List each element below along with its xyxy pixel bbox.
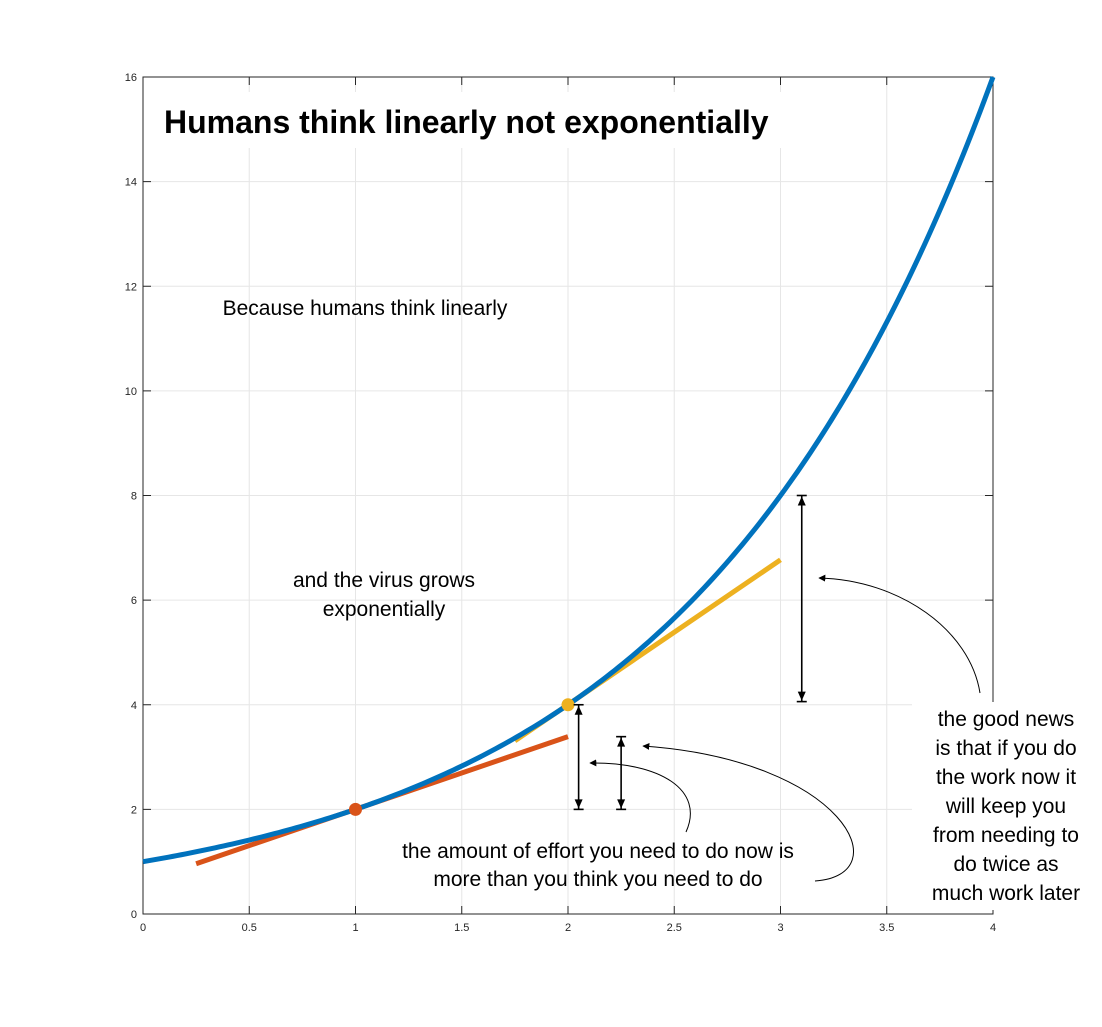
gap-arrow-head xyxy=(574,705,583,715)
annotation-virus-line2: exponentially xyxy=(323,598,446,621)
x-tick-labels: 0 0.5 1 1.5 2 2.5 3 3.5 4 xyxy=(140,922,996,934)
y-tick-label: 16 xyxy=(125,72,137,84)
gap-arrow-head xyxy=(617,737,626,747)
x-tick-label: 2 xyxy=(565,922,571,934)
y-tick-label: 14 xyxy=(125,177,137,189)
gap-arrow-head xyxy=(617,799,626,809)
gap-arrow xyxy=(796,494,807,703)
effort-pointer-arrow-2 xyxy=(642,742,854,882)
gap-arrow xyxy=(616,735,627,811)
good-news-pointer-arrow xyxy=(818,574,981,694)
gap-arrow-head xyxy=(574,799,583,809)
y-tick-label: 2 xyxy=(131,804,137,816)
y-tick-labels: 0 2 4 6 8 10 12 14 16 xyxy=(125,72,137,921)
axis-ticks xyxy=(142,76,994,915)
x-tick-label: 1 xyxy=(352,922,358,934)
gap-arrows-group xyxy=(573,494,807,811)
grid xyxy=(142,76,994,915)
annotation-virus-line1: and the virus grows xyxy=(293,569,475,592)
annotation-good-news-line: much work later xyxy=(932,882,1080,905)
annotation-good-news-line: the good news xyxy=(938,708,1075,731)
data-point xyxy=(561,698,575,712)
points-group xyxy=(349,698,575,816)
y-tick-label: 8 xyxy=(131,491,137,503)
y-tick-label: 6 xyxy=(131,595,137,607)
annotation-effort-line1: the amount of effort you need to do now … xyxy=(402,840,794,863)
x-tick-label: 4 xyxy=(990,922,996,934)
chart-title-background xyxy=(150,92,820,148)
x-tick-label: 0 xyxy=(140,922,146,934)
annotation-good-news-line: do twice as xyxy=(953,853,1058,876)
effort-pointer-arrow xyxy=(589,759,691,833)
x-tick-label: 0.5 xyxy=(242,922,257,934)
x-tick-label: 3 xyxy=(777,922,783,934)
annotation-effort-line2: more than you think you need to do xyxy=(433,868,762,891)
x-tick-label: 3.5 xyxy=(879,922,894,934)
gap-arrow-head xyxy=(797,496,806,506)
data-point xyxy=(349,802,362,816)
y-tick-label: 12 xyxy=(125,281,137,293)
y-tick-label: 0 xyxy=(131,909,137,921)
annotation-because: Because humans think linearly xyxy=(223,297,508,320)
annotation-good-news-line: the work now it xyxy=(936,766,1076,789)
gap-arrow xyxy=(573,703,584,811)
x-tick-label: 2.5 xyxy=(667,922,682,934)
good-news-background xyxy=(912,702,1098,910)
y-tick-label: 4 xyxy=(131,700,137,712)
chart-title: Humans think linearly not exponentially xyxy=(164,104,769,140)
annotation-good-news-line: is that if you do xyxy=(935,737,1076,760)
annotation-good-news-line: will keep you xyxy=(945,795,1066,818)
y-tick-label: 10 xyxy=(125,386,137,398)
x-tick-label: 1.5 xyxy=(454,922,469,934)
gap-arrow-head xyxy=(797,691,806,701)
annotation-good-news-line: from needing to xyxy=(933,824,1079,847)
